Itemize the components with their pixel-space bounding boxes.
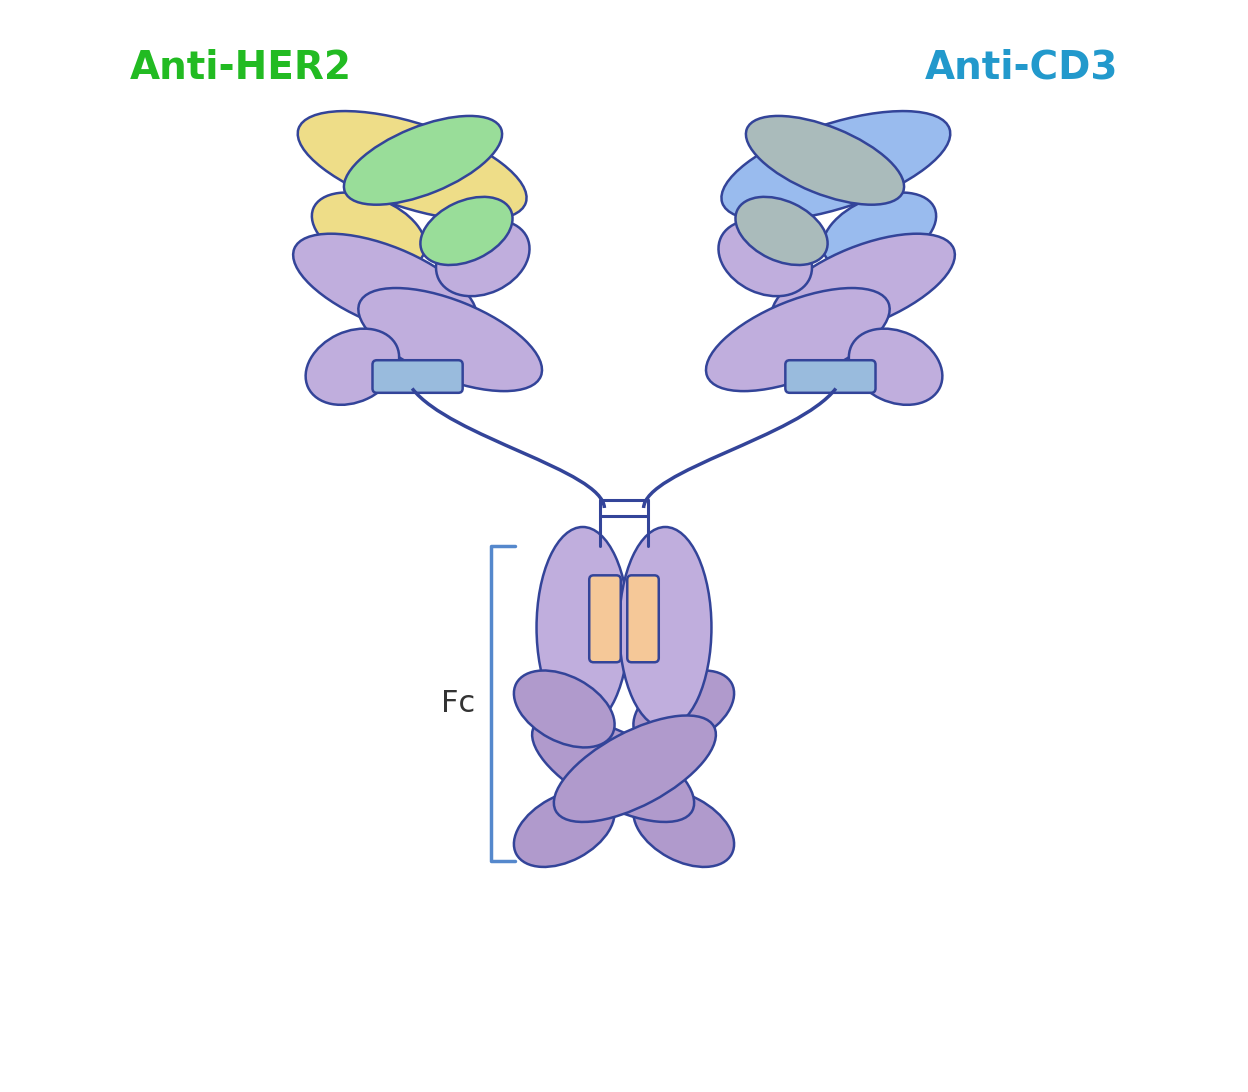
Ellipse shape <box>436 219 529 296</box>
FancyBboxPatch shape <box>589 575 620 662</box>
Ellipse shape <box>554 715 716 822</box>
Ellipse shape <box>298 111 527 221</box>
Ellipse shape <box>634 790 734 867</box>
Text: Anti-CD3: Anti-CD3 <box>925 49 1118 87</box>
Ellipse shape <box>771 234 955 336</box>
Text: Fc: Fc <box>441 689 475 719</box>
Ellipse shape <box>312 192 426 270</box>
Ellipse shape <box>421 197 513 265</box>
Ellipse shape <box>719 219 812 296</box>
Ellipse shape <box>721 111 950 221</box>
Ellipse shape <box>822 192 936 270</box>
Ellipse shape <box>706 288 890 391</box>
FancyBboxPatch shape <box>628 575 659 662</box>
Ellipse shape <box>514 790 614 867</box>
FancyBboxPatch shape <box>785 360 876 393</box>
Ellipse shape <box>306 329 399 405</box>
Ellipse shape <box>735 197 827 265</box>
Ellipse shape <box>634 670 734 747</box>
Ellipse shape <box>746 116 904 204</box>
Ellipse shape <box>293 234 477 336</box>
Ellipse shape <box>849 329 942 405</box>
Ellipse shape <box>532 715 694 822</box>
Text: Anti-HER2: Anti-HER2 <box>130 49 352 87</box>
Ellipse shape <box>619 527 711 728</box>
Ellipse shape <box>537 527 629 728</box>
Ellipse shape <box>514 670 614 747</box>
Ellipse shape <box>344 116 502 204</box>
Ellipse shape <box>358 288 542 391</box>
FancyBboxPatch shape <box>372 360 463 393</box>
